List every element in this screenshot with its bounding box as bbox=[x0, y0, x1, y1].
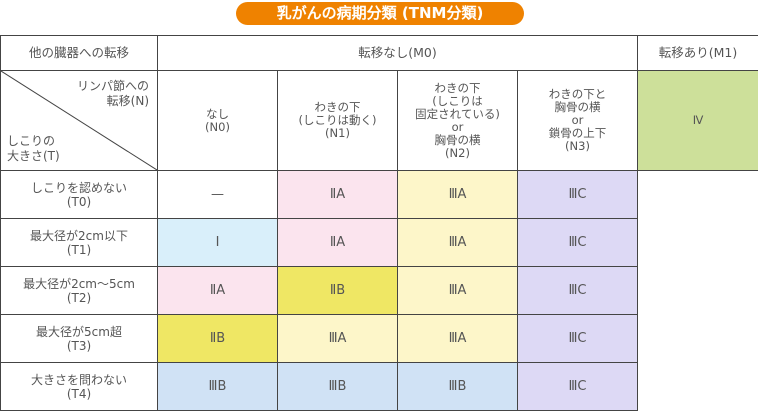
stage-cell: — bbox=[158, 171, 278, 219]
tnm-table: 他の臓器への転移 転移なし(M0) 転移あり(M1) リンパ節への 転移(N) … bbox=[0, 35, 758, 411]
stage-cell: ⅡA bbox=[278, 219, 398, 267]
stage-cell: ⅢA bbox=[278, 315, 398, 363]
n-axis-label: リンパ節への 転移(N) bbox=[77, 79, 149, 109]
stage-cell: ⅢA bbox=[398, 267, 518, 315]
t-category-label: しこりを認めない (T0) bbox=[1, 171, 158, 219]
t-category-label: 最大径が2cm〜5cm (T2) bbox=[1, 267, 158, 315]
stage-cell: ⅢB bbox=[278, 363, 398, 411]
m1-header: 転移あり(M1) bbox=[638, 36, 758, 71]
stage-cell: ⅢC bbox=[518, 363, 638, 411]
stage-cell: ⅢB bbox=[398, 363, 518, 411]
stage-cell: ⅡA bbox=[158, 267, 278, 315]
stage-cell: ⅢC bbox=[518, 315, 638, 363]
stage-cell: ⅢB bbox=[158, 363, 278, 411]
stage-cell: ⅢC bbox=[518, 267, 638, 315]
n3-header: わきの下と 胸骨の横 or 鎖骨の上下 (N3) bbox=[518, 71, 638, 171]
t-category-label: 最大径が5cm超 (T3) bbox=[1, 315, 158, 363]
stage-cell: ⅢA bbox=[398, 171, 518, 219]
stage-cell: ⅡA bbox=[278, 171, 398, 219]
t-category-label: 大きさを問わない (T4) bbox=[1, 363, 158, 411]
stage-iv-cell: Ⅳ bbox=[638, 71, 758, 171]
stage-cell: ⅢC bbox=[518, 171, 638, 219]
corner-cell: リンパ節への 転移(N) しこりの 大きさ(T) bbox=[1, 71, 158, 171]
n0-header: なし (N0) bbox=[158, 71, 278, 171]
stage-cell: ⅡB bbox=[278, 267, 398, 315]
n2-header: わきの下 (しこりは 固定されている) or 胸骨の横 (N2) bbox=[398, 71, 518, 171]
stage-cell: ⅡB bbox=[158, 315, 278, 363]
stage-cell: ⅢA bbox=[398, 315, 518, 363]
stage-cell: ⅢC bbox=[518, 219, 638, 267]
metastasis-header: 他の臓器への転移 bbox=[1, 36, 158, 71]
m0-header: 転移なし(M0) bbox=[158, 36, 638, 71]
t-axis-label: しこりの 大きさ(T) bbox=[7, 134, 60, 164]
stage-cell: Ⅰ bbox=[158, 219, 278, 267]
n1-header: わきの下 (しこりは動く) (N1) bbox=[278, 71, 398, 171]
t-category-label: 最大径が2cm以下 (T1) bbox=[1, 219, 158, 267]
stage-cell: ⅢA bbox=[398, 219, 518, 267]
page-title: 乳がんの病期分類 (TNM分類) bbox=[236, 2, 524, 25]
